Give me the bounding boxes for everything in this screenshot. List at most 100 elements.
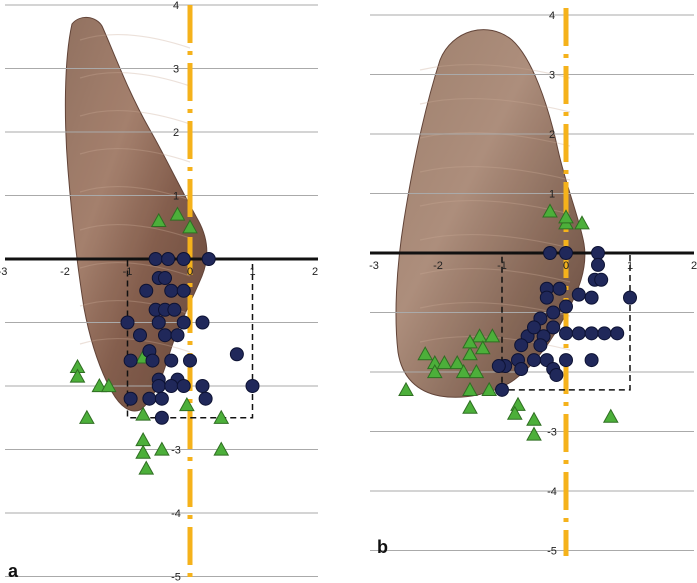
y-tick-label: -5 xyxy=(171,572,181,583)
x-tick-label: 1 xyxy=(627,260,633,272)
triangle-point xyxy=(474,340,491,355)
triangle-point xyxy=(471,328,488,343)
specimen-texture xyxy=(419,267,571,283)
circle-point xyxy=(158,328,172,343)
circle-point xyxy=(527,320,541,335)
triangle-point xyxy=(91,377,108,393)
y-tick-label: 3 xyxy=(549,70,555,82)
circle-point xyxy=(559,326,573,341)
x-tick-label: -1 xyxy=(123,266,133,278)
triangle-point xyxy=(526,426,542,441)
y-tick-label: 1 xyxy=(173,191,179,203)
x-tick-label: -1 xyxy=(497,260,507,272)
circle-point xyxy=(591,257,605,272)
x-tick-label: 0 xyxy=(187,266,193,278)
triangle-point xyxy=(182,219,198,234)
circle-point xyxy=(167,302,182,317)
circle-point xyxy=(533,338,548,353)
triangle-point xyxy=(100,377,117,393)
triangle-point xyxy=(455,363,472,379)
triangle-point xyxy=(417,346,434,361)
circle-point xyxy=(201,252,216,266)
circle-point xyxy=(176,379,191,393)
specimen-texture xyxy=(419,131,571,147)
circle-point xyxy=(584,326,599,341)
circle-point xyxy=(584,353,599,368)
panel-b-chart: -3 -2 -1 0 1 2 4 3 2 1 -3 -4 -5 b xyxy=(369,8,697,558)
y-tick-label: 1 xyxy=(549,189,555,201)
circle-point xyxy=(597,326,612,341)
triangle-point xyxy=(135,431,151,447)
y-tick-label: 2 xyxy=(173,127,179,139)
y-tick-label: 3 xyxy=(173,64,179,76)
y-tick-label: -5 xyxy=(547,546,557,558)
circle-point xyxy=(154,410,169,425)
circle-point xyxy=(539,290,554,305)
circle-point xyxy=(176,283,191,298)
triangle-point xyxy=(69,368,86,383)
circle-point xyxy=(154,391,169,406)
triangle-point xyxy=(138,460,155,475)
triangle-point xyxy=(481,381,498,396)
triangle-point xyxy=(542,203,558,218)
circle-point xyxy=(559,246,573,260)
triangle-point xyxy=(602,408,619,423)
circle-point xyxy=(229,347,244,362)
x-tick-label: 1 xyxy=(249,266,255,278)
triangle-point xyxy=(169,206,186,221)
circle-point xyxy=(491,359,506,374)
triangle-point xyxy=(213,409,230,424)
circle-point xyxy=(183,353,197,368)
circle-point xyxy=(584,290,599,305)
triangle-point xyxy=(462,381,478,396)
specimen-texture xyxy=(419,63,571,79)
panel-label: b xyxy=(377,537,388,557)
circle-point xyxy=(142,391,157,406)
x-tick-label: -2 xyxy=(60,266,70,278)
x-tick-label: 2 xyxy=(312,266,318,278)
circle-point xyxy=(594,272,609,287)
triangle-point xyxy=(510,396,526,411)
panel-a-chart: -3 -2 -1 0 1 2 4 3 2 1 -3 -4 -5 a xyxy=(0,0,318,583)
y-tick-label: 2 xyxy=(549,129,555,141)
triangle-point xyxy=(558,209,574,224)
specimen-texture xyxy=(79,147,191,163)
triangle-point xyxy=(79,409,95,424)
specimen-image xyxy=(395,29,586,398)
triangle-point xyxy=(398,381,414,396)
triangle-point xyxy=(135,444,151,459)
specimen-texture xyxy=(79,33,191,49)
circle-point xyxy=(151,315,166,330)
y-tick-label: 4 xyxy=(173,0,179,12)
circle-point xyxy=(245,379,260,393)
triangle-point xyxy=(154,441,170,456)
triangle-point xyxy=(462,346,478,361)
circle-point xyxy=(158,271,172,286)
circle-point xyxy=(170,328,185,343)
triangle-point xyxy=(150,212,167,227)
circle-point xyxy=(610,326,625,341)
circle-point xyxy=(120,315,135,330)
specimen-texture xyxy=(419,97,571,113)
circle-point xyxy=(176,315,191,330)
triangle-point xyxy=(135,406,151,421)
circle-point xyxy=(139,283,154,298)
triangle-point xyxy=(462,399,478,414)
y-tick-label: -3 xyxy=(547,427,557,439)
circle-point xyxy=(123,353,138,368)
triangle-point xyxy=(426,363,443,379)
x-tick-label: 2 xyxy=(691,260,697,272)
triangle-point xyxy=(526,411,542,426)
specimen-texture xyxy=(79,223,191,239)
circle-point xyxy=(195,315,210,330)
circle-point xyxy=(164,283,179,298)
circle-point xyxy=(148,252,163,266)
circle-point xyxy=(549,367,564,382)
circle-point xyxy=(514,338,529,353)
specimen-texture xyxy=(79,71,191,87)
specimen-texture xyxy=(79,261,191,277)
triangle-point xyxy=(468,363,485,379)
circle-point xyxy=(546,320,561,335)
circle-point xyxy=(195,379,210,393)
